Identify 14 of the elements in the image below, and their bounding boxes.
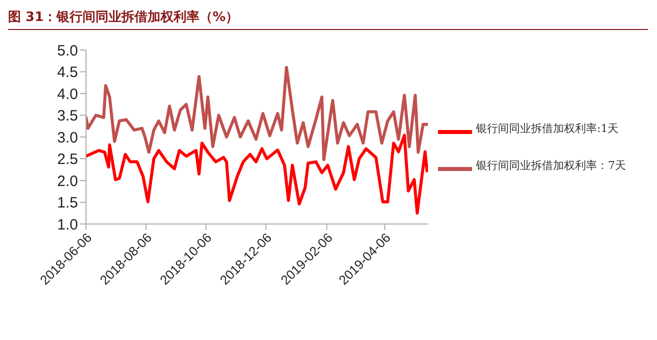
y-tick-label: 2.5 <box>57 151 78 168</box>
line-series <box>86 134 428 215</box>
y-tick-label: 4.0 <box>57 86 78 103</box>
y-tick-label: 1.0 <box>57 216 78 234</box>
y-tick-label: 5.0 <box>57 42 78 60</box>
y-tick-label: 3.5 <box>57 108 78 125</box>
y-tick-label: 4.5 <box>57 64 78 82</box>
y-tick-label: 3.0 <box>57 129 78 146</box>
y-tick-label: 2.0 <box>57 172 78 190</box>
chart-title: 图 31：银行间同业拆借加权利率（%） <box>8 8 648 30</box>
line-series <box>86 66 428 162</box>
legend-label: 银行间同业拆借加权利率:1天 <box>476 121 619 137</box>
legend-label: 银行间同业拆借加权利率：7天 <box>476 158 626 174</box>
y-tick-label: 1.5 <box>57 194 78 212</box>
